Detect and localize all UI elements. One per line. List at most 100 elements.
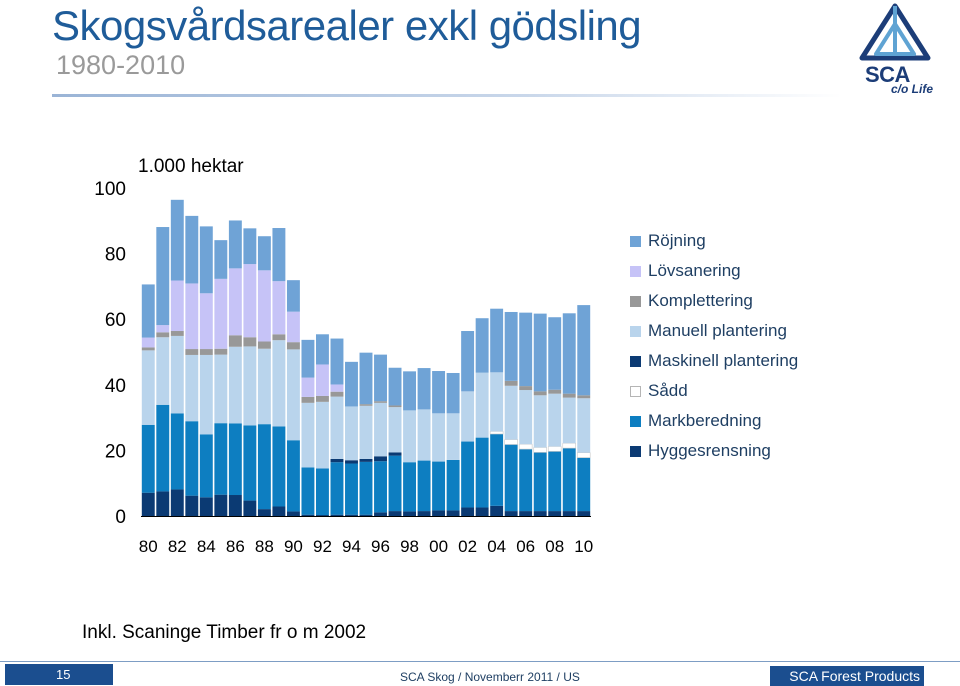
bar-segment: [315, 395, 329, 402]
bar-segment: [315, 401, 329, 469]
bar-segment: [214, 278, 228, 349]
bar-segment: [286, 440, 300, 512]
bar-segment: [156, 325, 170, 333]
bar-segment: [243, 346, 257, 426]
bar-segment: [272, 334, 286, 341]
x-tick-label: 94: [342, 537, 361, 556]
bar-segment: [562, 448, 576, 512]
legend-swatch: [630, 295, 641, 307]
legend-label: Markberedning: [648, 411, 762, 430]
bar-segment: [185, 421, 199, 496]
bar-segment: [330, 391, 344, 397]
bar-segment: [141, 337, 155, 348]
bar-segment: [359, 352, 373, 405]
bar-segment: [170, 331, 184, 336]
bar-segment: [577, 511, 591, 516]
bar-segment: [214, 348, 228, 355]
bar-segment: [504, 385, 518, 440]
bar-segment: [170, 199, 184, 281]
bar-segment: [504, 511, 518, 516]
bar-segment: [562, 313, 576, 394]
legend-label: Hyggesrensning: [648, 441, 771, 460]
bar-segment: [214, 494, 228, 516]
bar-segment: [533, 313, 547, 392]
bar-segment: [141, 284, 155, 338]
legend-label: Manuell plantering: [648, 321, 787, 340]
y-tick-label: 40: [105, 376, 126, 397]
bar-segment: [388, 511, 402, 516]
bar-segment: [214, 423, 228, 495]
bar-segment: [185, 349, 199, 355]
bar-segment: [475, 318, 489, 373]
legend-item: Maskinell plantering: [630, 346, 798, 376]
legend-label: Maskinell plantering: [648, 351, 799, 370]
bar-segment: [475, 372, 489, 438]
bar-segment: [518, 443, 533, 450]
bar-segment: [170, 280, 184, 332]
bar-segment: [257, 236, 271, 271]
bar-segment: [185, 495, 199, 516]
bar-segment: [156, 227, 170, 326]
legend-swatch: [630, 445, 641, 457]
bar-segment: [228, 220, 242, 269]
legend-item: Hyggesrensning: [630, 436, 798, 466]
bar-segment: [156, 332, 170, 338]
legend-label: Lövsanering: [648, 261, 741, 280]
bar-segment: [257, 348, 271, 425]
bar-segment: [374, 456, 387, 462]
bar-segment: [243, 337, 257, 347]
legend-label: Komplettering: [648, 291, 753, 310]
logo-wordmark: SCA: [865, 62, 910, 87]
bar-segment: [156, 404, 170, 492]
x-tick-label: 80: [139, 537, 158, 556]
bar-segment: [170, 335, 184, 414]
bar-segment: [257, 424, 271, 510]
bar-segment: [475, 507, 489, 516]
bar-segment: [345, 406, 358, 461]
bar-segment: [141, 492, 155, 516]
x-tick-label: 02: [458, 537, 477, 556]
bar-segment: [388, 452, 402, 456]
page-number-box: [5, 664, 113, 685]
bar-segment: [286, 280, 300, 312]
bar-segment: [432, 510, 446, 516]
bar-segment: [403, 511, 417, 516]
bar-segment: [301, 514, 315, 516]
bar-segment: [403, 410, 417, 463]
bar-segment: [345, 460, 358, 464]
slide-subtitle: 1980-2010: [56, 50, 186, 80]
bar-segment: [301, 396, 315, 403]
bar-segment: [315, 334, 329, 365]
bar-segment: [548, 393, 562, 447]
bar-segment: [345, 463, 358, 515]
bar-segment: [359, 458, 373, 462]
bar-segment: [257, 270, 271, 342]
bar-segment: [286, 311, 300, 343]
x-tick-label: 88: [255, 537, 274, 556]
bar-segment: [272, 506, 286, 516]
bar-segment: [141, 347, 155, 351]
bar-segment: [156, 337, 170, 405]
bar-segment: [359, 405, 373, 459]
bar-segment: [519, 449, 533, 512]
legend-item: Sådd: [630, 376, 798, 406]
bar-segment: [504, 444, 518, 512]
legend-item: Komplettering: [630, 286, 798, 316]
bar-segment: [301, 339, 315, 378]
bar-segment: [315, 515, 329, 516]
y-tick-label: 20: [105, 441, 126, 462]
logo-tagline: c/o Life: [891, 82, 934, 96]
bar-segment: [272, 426, 286, 507]
legend-item: Manuell plantering: [630, 316, 798, 346]
bar-segment: [330, 514, 344, 516]
bar-segment: [519, 511, 533, 516]
footer-company: SCA Forest Products: [770, 666, 924, 686]
bar-segment: [199, 434, 213, 498]
sca-logo-icon: [859, 3, 931, 61]
legend-swatch: [630, 265, 641, 277]
bar-segment: [548, 511, 562, 516]
bar-segment: [446, 413, 460, 460]
bar-segment: [374, 512, 387, 516]
bar-segment: [243, 264, 257, 338]
bar-segment: [504, 311, 518, 381]
